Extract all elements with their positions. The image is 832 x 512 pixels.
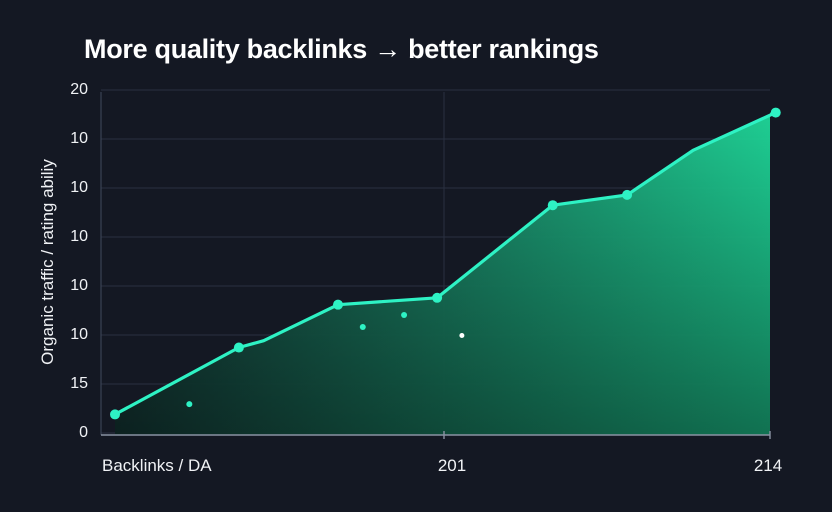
area-fill: [115, 112, 776, 435]
chart-title: More quality backlinks → better rankings: [84, 34, 599, 64]
data-point-0: [110, 409, 120, 420]
area-shade: [115, 112, 776, 435]
y-tick-label-6: 15: [70, 375, 88, 392]
data-point-6: [622, 189, 633, 200]
y-tick-label-5: 10: [70, 326, 88, 343]
x-axis-label: Backlinks / DA: [102, 456, 212, 475]
scatter-point-0: [186, 401, 193, 408]
y-tick-label-2: 10: [70, 179, 88, 196]
x-tick-label-201: 201: [437, 456, 467, 475]
scatter-point-3: [459, 333, 465, 339]
scatter-points: [186, 311, 465, 408]
y-tick-label-7: 0: [79, 424, 88, 441]
data-point-8: [770, 107, 781, 118]
scatter-point-1: [359, 323, 366, 330]
y-tick-label-1: 10: [70, 130, 88, 147]
y-tick-label-0: 20: [70, 81, 88, 98]
y-tick-label-4: 10: [70, 277, 88, 294]
y-tick-label-3: 10: [70, 228, 88, 245]
data-point-3: [333, 299, 343, 310]
axes: [100, 92, 771, 439]
data-point-4: [432, 292, 443, 303]
scatter-point-2: [401, 311, 408, 318]
x-tick-label-214: 214: [753, 456, 783, 475]
data-points: [110, 107, 781, 420]
data-point-1: [233, 342, 244, 353]
data-point-5: [547, 200, 558, 211]
